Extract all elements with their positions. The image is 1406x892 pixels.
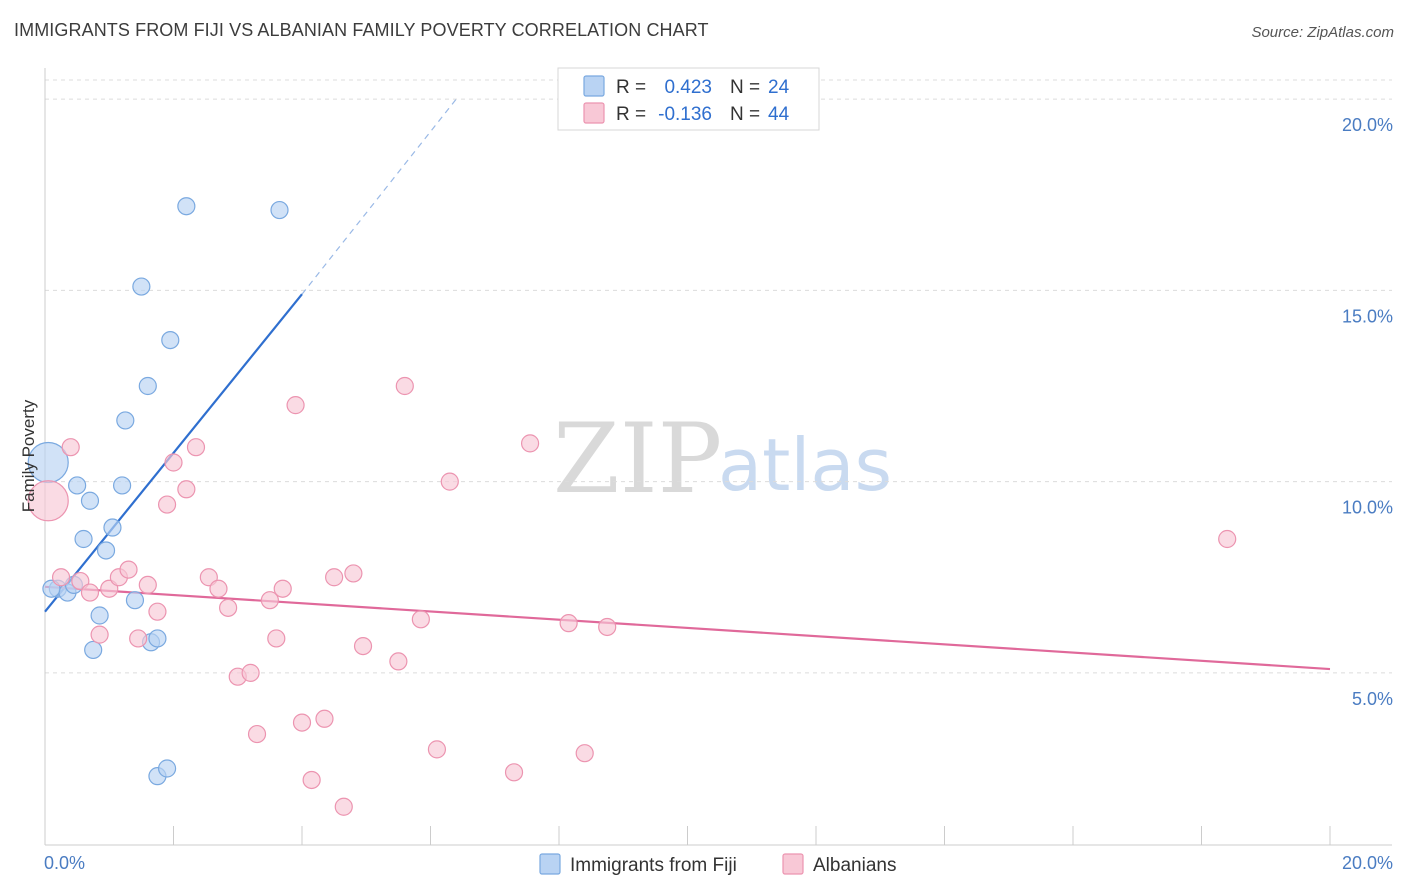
albanians-point	[344, 564, 363, 583]
albanians-point	[286, 396, 305, 415]
fiji-point	[161, 331, 180, 350]
legend-r-value: 0.423	[664, 77, 712, 98]
fiji-point	[132, 277, 151, 296]
albanians-point	[27, 480, 69, 522]
albanians-point	[164, 453, 183, 472]
albanians-bottom-legend-label: Albanians	[813, 855, 896, 876]
albanians-point	[411, 610, 430, 629]
fiji-point	[68, 476, 87, 495]
legend-n-value: 24	[768, 77, 790, 98]
y-axis-label: Family Poverty	[19, 399, 38, 512]
chart-title: IMMIGRANTS FROM FIJI VS ALBANIAN FAMILY …	[14, 20, 709, 40]
albanians-point	[273, 579, 292, 598]
albanians-point	[395, 376, 414, 396]
albanians-point	[389, 652, 408, 671]
fiji-point	[90, 606, 109, 625]
albanians-point	[559, 614, 578, 633]
albanians-point	[325, 568, 344, 587]
data-points	[27, 197, 1237, 816]
axes: 5.0% 10.0% 15.0% 20.0% 0.0% 20.0%	[44, 68, 1393, 873]
legend-r-label: R =	[616, 104, 646, 125]
fiji-point	[116, 411, 135, 430]
fiji-point	[148, 629, 167, 648]
albanians-point	[1218, 529, 1237, 549]
fiji-point	[157, 759, 177, 778]
fiji-point	[112, 476, 132, 495]
albanians-point	[302, 770, 321, 790]
albanians-point	[353, 636, 373, 656]
trend-lines	[44, 98, 1331, 671]
albanians-point	[575, 744, 594, 763]
bottom-legend: Immigrants from Fiji Albanians	[539, 853, 896, 876]
albanians-point	[241, 663, 260, 682]
fiji-point	[84, 640, 103, 660]
albanians-point	[138, 575, 157, 595]
albanians-point	[51, 568, 71, 587]
albanians-point	[247, 724, 267, 744]
albanians-point	[315, 709, 334, 728]
albanians-point	[80, 583, 100, 602]
albanians-point	[219, 598, 238, 617]
albanians-point	[119, 560, 138, 579]
source-label: Source: ZipAtlas.com	[1251, 24, 1394, 41]
fiji-point	[74, 529, 93, 549]
albanians-point	[267, 629, 286, 648]
watermark-zip: ZIP	[553, 403, 722, 515]
albanians-point	[186, 438, 206, 457]
albanians-point	[129, 629, 148, 648]
albanians-point	[209, 579, 228, 598]
legend-r-label: R =	[616, 77, 646, 98]
y-tick-label: 5.0%	[1352, 689, 1393, 709]
fiji-point	[177, 197, 196, 216]
fiji-point	[125, 591, 145, 610]
fiji-trend-line	[44, 293, 303, 613]
legend-n-label: N =	[730, 77, 760, 98]
y-tick-label: 15.0%	[1342, 306, 1393, 326]
fiji-point	[103, 518, 122, 537]
albanians-point	[61, 438, 80, 457]
albanians-trend-line	[44, 585, 1331, 671]
albanians-point	[157, 495, 177, 514]
albanians-point	[520, 434, 540, 453]
albanians-point	[90, 625, 109, 644]
albanians-point	[598, 617, 617, 637]
albanians-point	[334, 797, 353, 816]
albanians-bottom-legend-swatch	[782, 853, 804, 875]
legend: R = 0.423 N = 24 R = -0.136 N = 44	[557, 67, 820, 131]
legend-r-value: -0.136	[658, 104, 712, 125]
albanians-point	[427, 740, 447, 759]
y-tick-label: 20.0%	[1342, 115, 1393, 135]
albanians-point	[148, 602, 167, 621]
legend-n-value: 44	[768, 104, 790, 125]
fiji-point	[138, 376, 157, 396]
albanians-point	[504, 763, 524, 782]
y-tick-label: 10.0%	[1342, 498, 1393, 518]
fiji-point	[96, 541, 116, 560]
legend-n-label: N =	[730, 104, 760, 125]
x-tick-label-min: 0.0%	[44, 853, 85, 873]
fiji-bottom-legend-label: Immigrants from Fiji	[570, 855, 737, 876]
fiji-point	[80, 491, 100, 510]
gridlines	[45, 79, 1392, 674]
albanians-point	[440, 472, 459, 491]
albanians-point	[177, 480, 196, 499]
fiji-bottom-legend-swatch	[539, 853, 561, 875]
x-tick-label-max: 20.0%	[1342, 853, 1393, 873]
albanians-legend-swatch	[583, 102, 605, 124]
watermark-atlas: atlas	[718, 423, 892, 507]
fiji-legend-swatch	[583, 75, 605, 97]
watermark: ZIP atlas	[553, 403, 892, 515]
fiji-point	[270, 200, 289, 220]
fiji-trend-extension	[301, 98, 457, 295]
albanians-point	[292, 713, 312, 732]
albanians-point	[260, 591, 279, 610]
